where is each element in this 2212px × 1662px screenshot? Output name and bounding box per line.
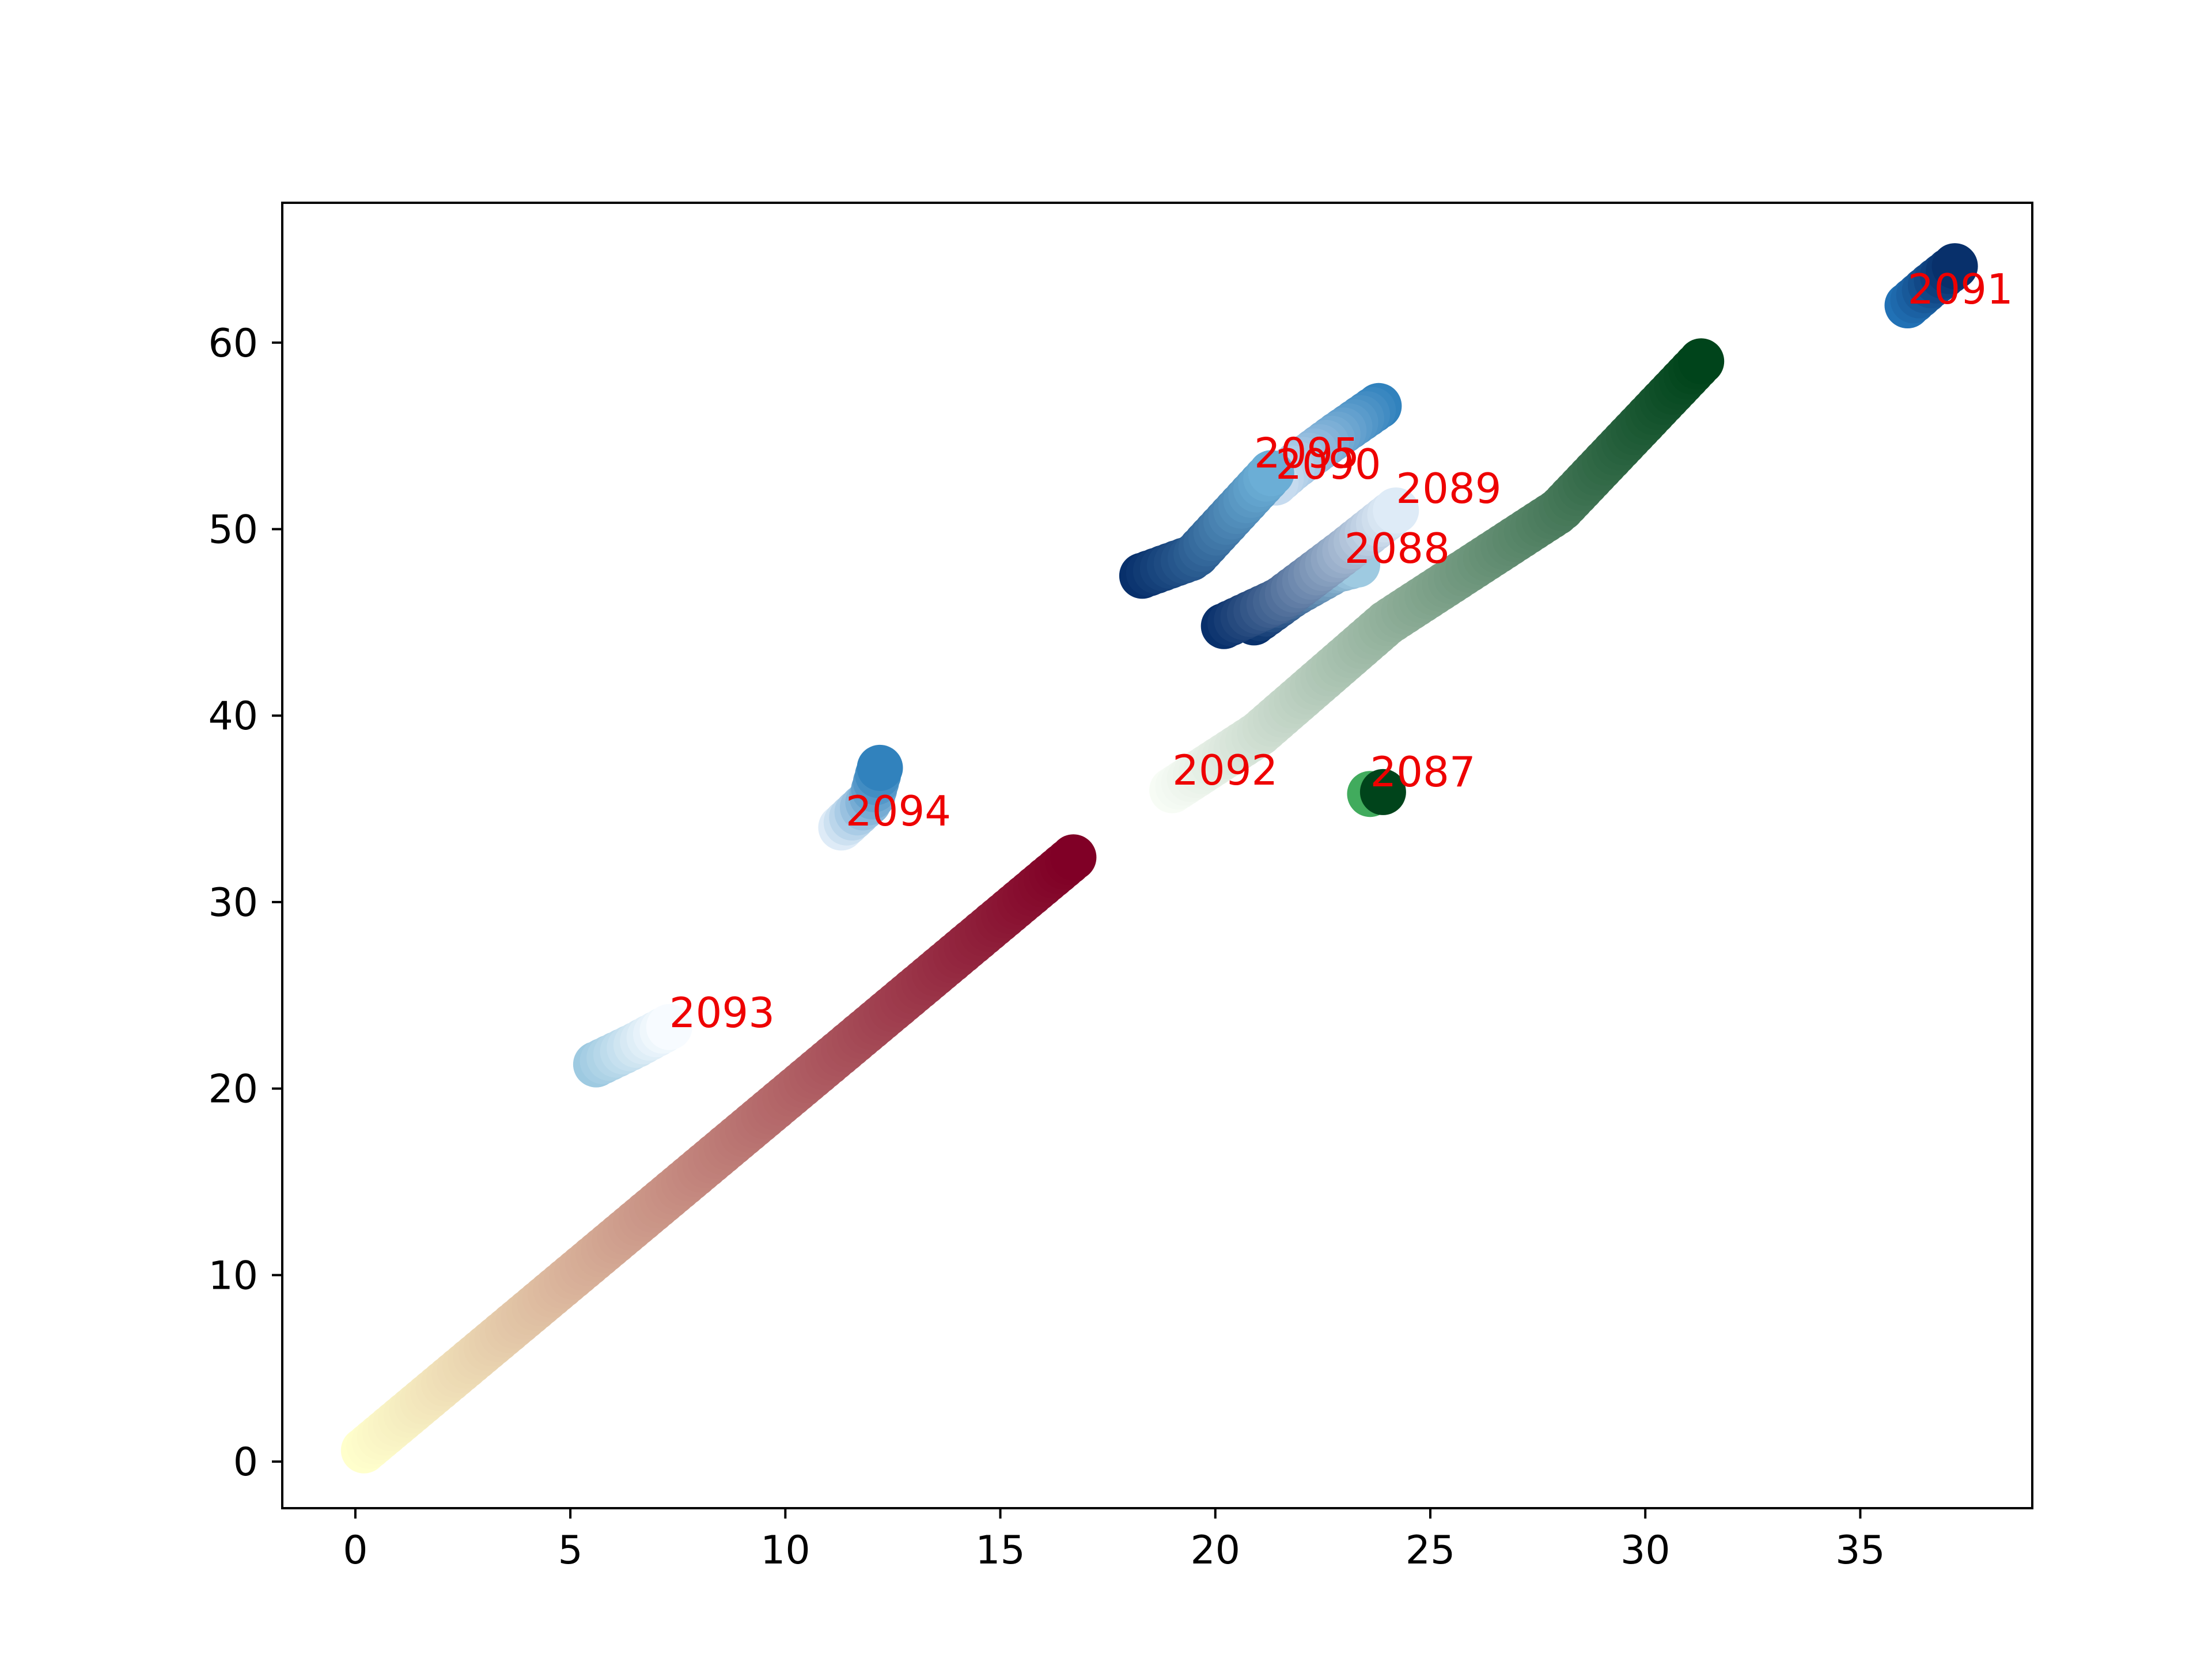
series-2091 <box>1884 243 1978 328</box>
scatter-point <box>1931 243 1978 290</box>
x-tick-label: 0 <box>343 1528 368 1573</box>
y-tick-label: 0 <box>233 1440 258 1485</box>
scatter-point <box>1050 834 1097 881</box>
y-tick-label: 20 <box>208 1067 258 1112</box>
track-label-2094: 2094 <box>846 787 951 835</box>
series-2093 <box>573 1004 692 1088</box>
y-tick-label: 10 <box>208 1253 258 1298</box>
series-2094 <box>818 744 903 851</box>
labels-layer: 2087 2088 2089 2090 2091 2092 2093 2094 2095 <box>669 265 2013 1037</box>
x-tick-label: 10 <box>760 1528 810 1573</box>
y-tick-label: 30 <box>208 880 258 926</box>
x-tick-label: 5 <box>558 1528 582 1573</box>
series-2087 <box>1347 768 1406 817</box>
plot-frame <box>281 202 2033 1509</box>
series-2095 <box>1119 450 1294 599</box>
track-label-2089: 2089 <box>1396 464 1501 513</box>
x-tick-label: 35 <box>1835 1528 1885 1573</box>
track-label-2093: 2093 <box>669 989 775 1037</box>
track-label-2091: 2091 <box>1908 265 2013 313</box>
scatter-point <box>646 1004 692 1050</box>
y-tick-label: 50 <box>208 508 258 553</box>
track-label-2087: 2087 <box>1370 748 1475 796</box>
y-tick-label: 60 <box>208 321 258 366</box>
track-label-2088: 2088 <box>1344 524 1450 573</box>
marks-layer <box>340 243 1978 1474</box>
axes-layer: 0 5 10 15 20 25 30 35 0 10 20 30 40 50 60 <box>208 202 2033 1573</box>
series-2089 <box>1200 487 1419 649</box>
scatter-point <box>1373 487 1419 534</box>
scatter-point <box>1248 450 1294 497</box>
track-label-2095: 2095 <box>1254 429 1359 478</box>
x-tick-label: 20 <box>1191 1528 1241 1573</box>
track-label-2092: 2092 <box>1172 746 1278 794</box>
series-2092 <box>1149 338 1725 813</box>
scatter-point <box>1359 768 1406 815</box>
scatter-point <box>1678 338 1725 385</box>
x-tick-label: 25 <box>1406 1528 1456 1573</box>
y-tick-label: 40 <box>208 694 258 739</box>
track-label-2090: 2090 <box>1275 440 1381 489</box>
scatter-point <box>857 744 903 791</box>
x-tick-label: 15 <box>975 1528 1025 1573</box>
x-tick-label: 30 <box>1620 1528 1671 1573</box>
series-track-9 <box>340 834 1097 1474</box>
